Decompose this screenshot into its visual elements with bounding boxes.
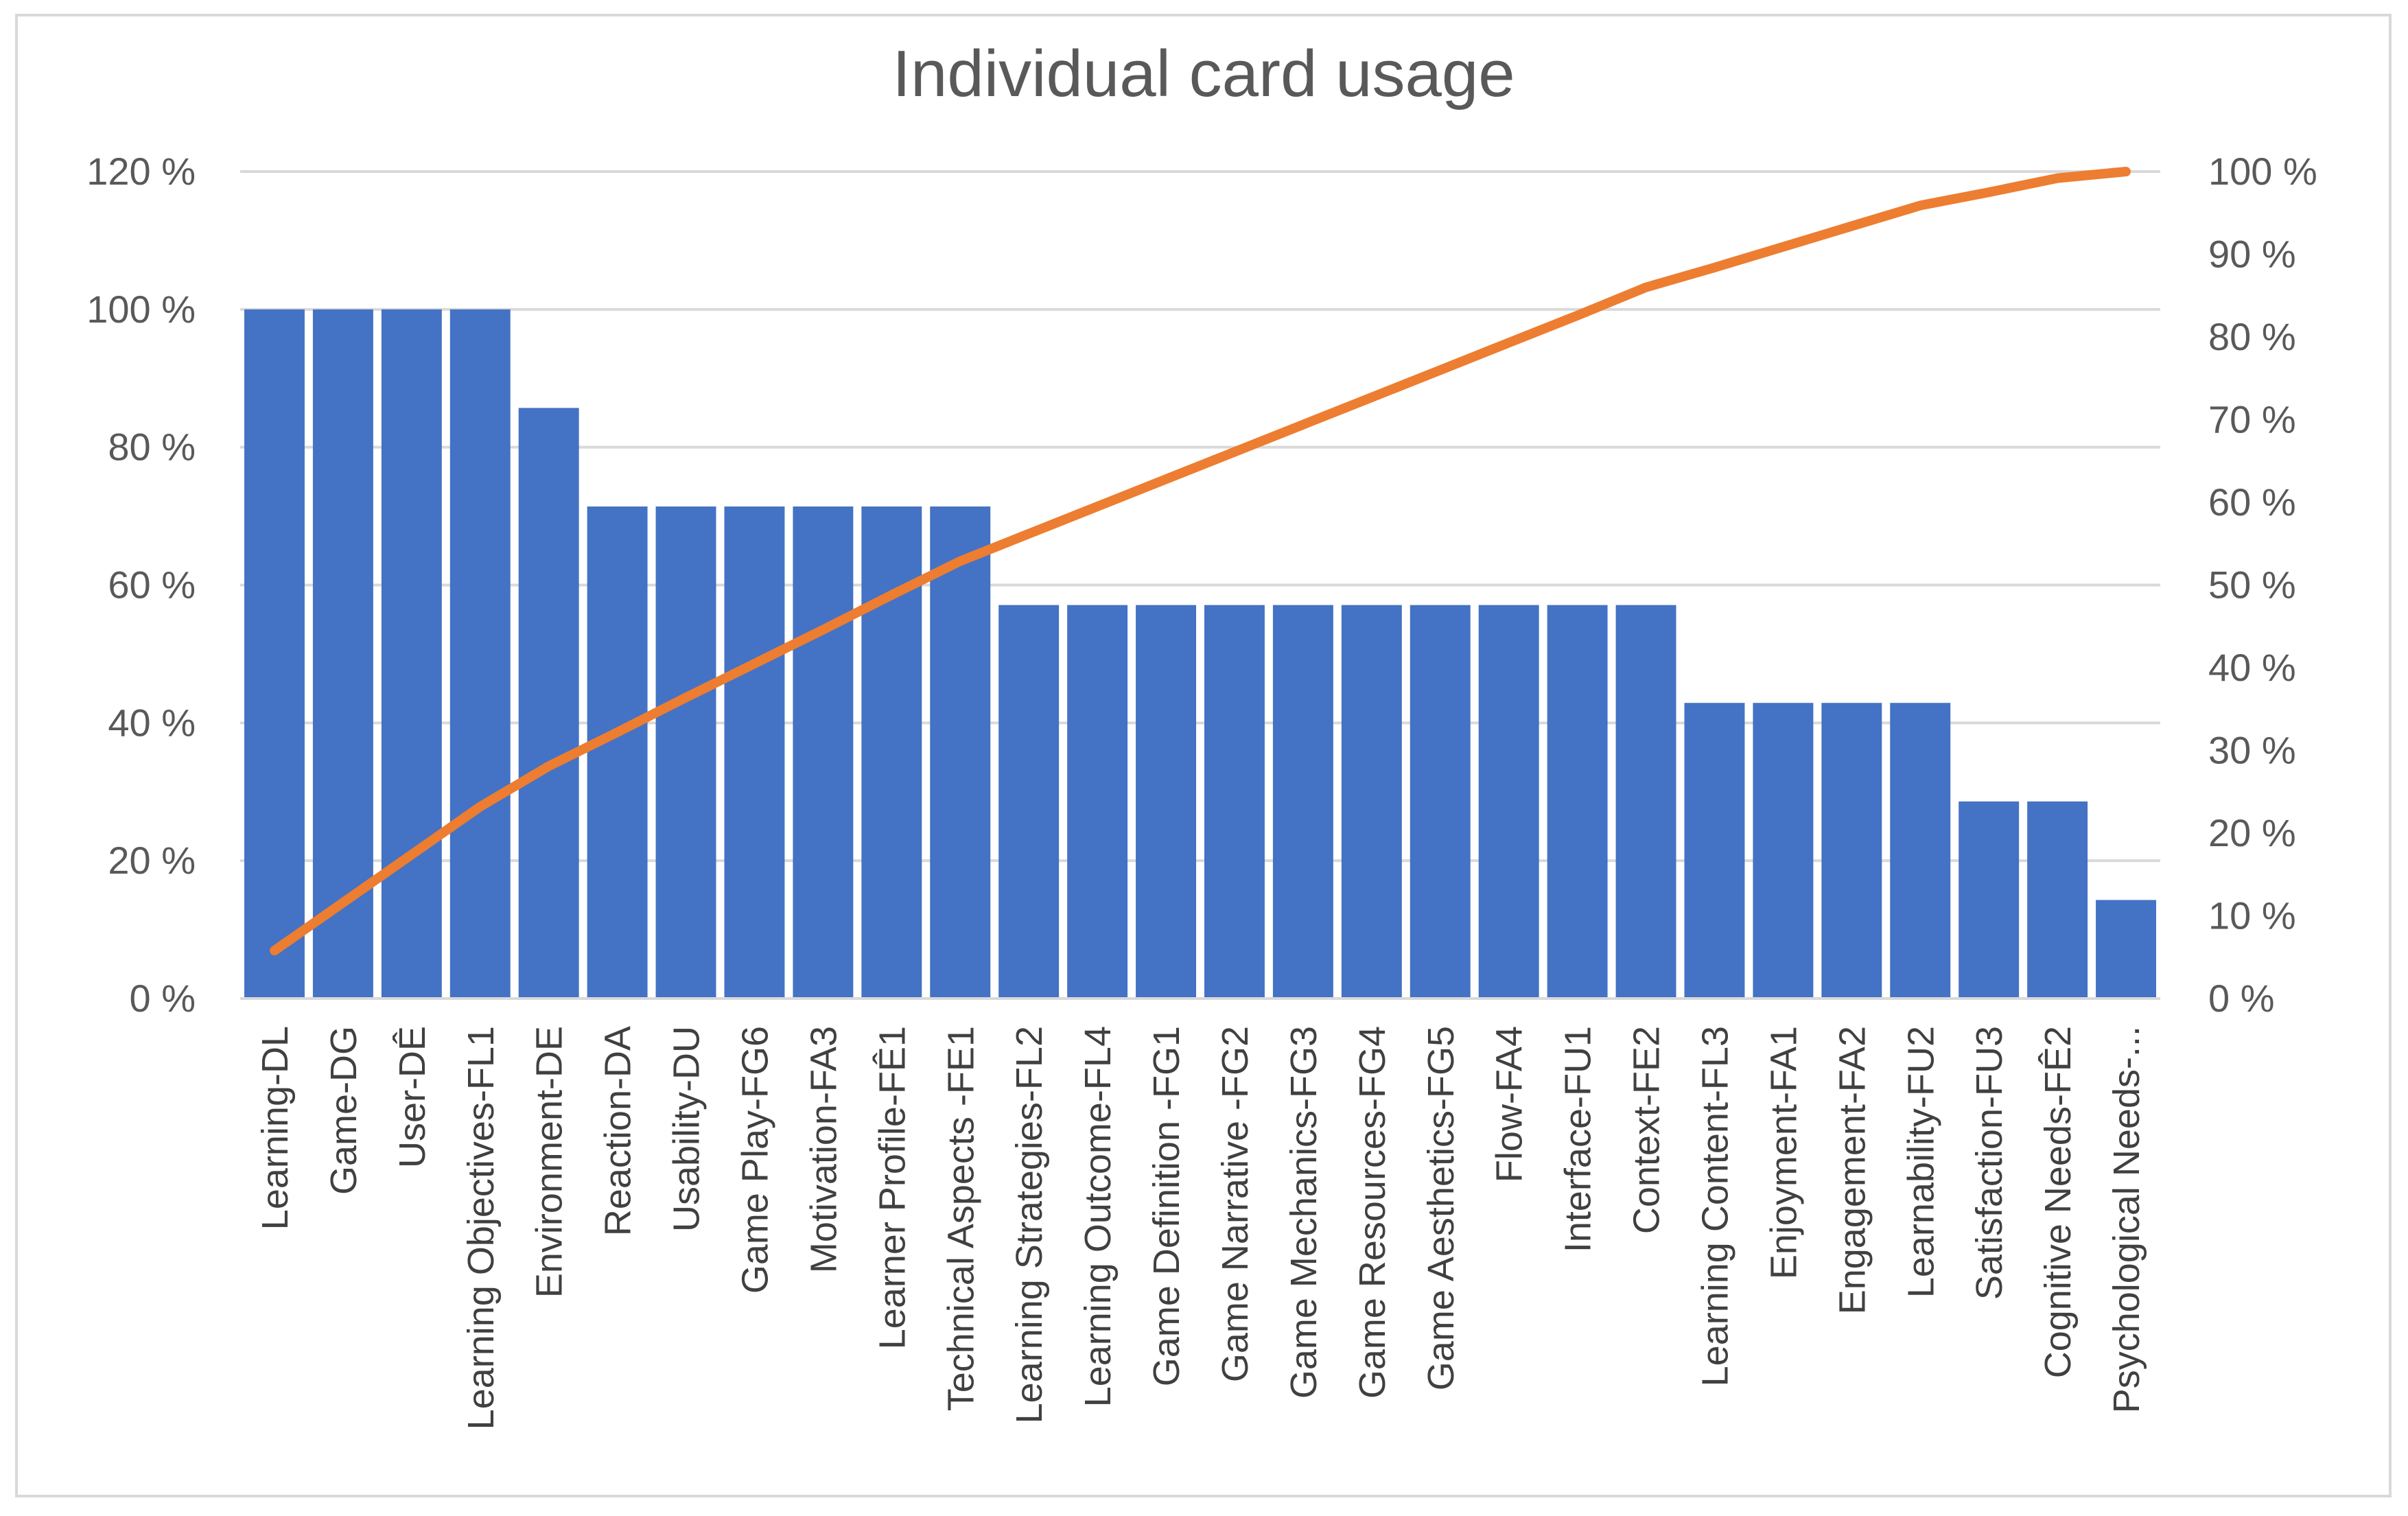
category-label: Game Definition -FG1	[1146, 1026, 1187, 1386]
bar	[930, 506, 991, 999]
right-tick-label: 30 %	[2208, 729, 2296, 772]
left-tick-label: 120 %	[86, 150, 196, 193]
left-tick-label: 20 %	[108, 839, 196, 882]
category-label: Game Aesthetics-FG5	[1421, 1026, 1462, 1390]
category-label: Learning Outcome-FL4	[1077, 1026, 1119, 1407]
right-tick-label: 40 %	[2208, 646, 2296, 689]
right-axis-ticks: 0 % 10 % 20 % 30 % 40 % 50 % 60 % 70 % 80 % 90 % 1…	[2208, 150, 2317, 1020]
category-label: Learner Profile-FÊ1	[872, 1026, 913, 1349]
bar	[1410, 605, 1471, 999]
category-label: Cognitive Needs-FÊ2	[2037, 1026, 2079, 1378]
category-label: Learning Strategies-FL2	[1009, 1026, 1050, 1423]
category-label: Learnability-FU2	[1900, 1026, 1941, 1298]
right-tick-label: 90 %	[2208, 233, 2296, 276]
category-label: Usability-DU	[666, 1026, 708, 1232]
bar	[1753, 703, 1814, 999]
bar	[1341, 605, 1402, 999]
right-tick-label: 20 %	[2208, 811, 2296, 854]
bar	[724, 506, 785, 999]
category-label: Game Narrative -FG2	[1215, 1026, 1256, 1382]
category-label: Technical Aspects -FE1	[940, 1026, 981, 1411]
cumulative-line-series	[270, 167, 2131, 956]
bar	[381, 309, 442, 999]
chart-title: Individual card usage	[892, 37, 1515, 110]
left-tick-label: 60 %	[108, 563, 196, 607]
category-label: Game-DG	[323, 1026, 364, 1195]
bar	[2096, 900, 2157, 999]
bar	[793, 506, 854, 999]
right-tick-label: 80 %	[2208, 315, 2296, 358]
bar	[1067, 605, 1128, 999]
category-label: User-DÊ	[392, 1026, 433, 1168]
category-label: Learning Content-FL3	[1694, 1026, 1735, 1386]
right-tick-label: 50 %	[2208, 563, 2296, 607]
bar	[1204, 605, 1265, 999]
bar	[1136, 605, 1197, 999]
bar	[1684, 703, 1745, 999]
bar	[1615, 605, 1676, 999]
category-label: Enjoyment-FA1	[1763, 1026, 1804, 1279]
right-tick-label: 10 %	[2208, 894, 2296, 937]
category-label: Game Mechanics-FG3	[1283, 1026, 1324, 1399]
left-tick-label: 0 %	[130, 977, 196, 1020]
bar	[655, 506, 716, 999]
category-label: Reaction-DA	[598, 1026, 639, 1236]
right-tick-label: 0 %	[2208, 977, 2275, 1020]
category-label: Motivation-FA3	[803, 1026, 844, 1273]
category-label: Psychological Needs-...	[2106, 1026, 2147, 1413]
bar	[1890, 703, 1951, 999]
left-tick-label: 40 %	[108, 701, 196, 744]
bar	[998, 605, 1060, 999]
bar	[1478, 605, 1539, 999]
bar	[1547, 605, 1608, 999]
right-tick-label: 70 %	[2208, 398, 2296, 441]
bar	[1959, 801, 2020, 999]
right-tick-label: 100 %	[2208, 150, 2317, 193]
bar	[312, 309, 373, 999]
left-axis-ticks: 0 % 20 % 40 % 60 % 80 % 100 % 120 %	[86, 150, 196, 1020]
category-label: Engagement-FA2	[1832, 1026, 1873, 1314]
bar	[587, 506, 648, 999]
category-label: Environment-DE	[529, 1026, 570, 1298]
category-label: Game Play-FG6	[734, 1026, 775, 1294]
bar-series	[244, 309, 2157, 999]
category-labels: Learning-DL Game-DG User-DÊ Learning Object…	[255, 1026, 2147, 1430]
category-label: Learning Objectives-FL1	[460, 1026, 502, 1430]
right-tick-label: 60 %	[2208, 480, 2296, 524]
category-label: Satisfaction-FU3	[1969, 1026, 2010, 1300]
left-tick-label: 80 %	[108, 425, 196, 469]
bar	[518, 408, 579, 999]
left-tick-label: 100 %	[86, 288, 196, 331]
category-label: Context-FE2	[1626, 1026, 1668, 1234]
bar	[1821, 703, 1882, 999]
bar	[449, 309, 511, 999]
cumulative-line	[270, 167, 2131, 956]
category-label: Flow-FA4	[1489, 1026, 1530, 1182]
category-label: Interface-FU1	[1558, 1026, 1599, 1252]
bar	[244, 309, 305, 999]
category-label: Game Resources-FG4	[1352, 1026, 1393, 1399]
bar	[2027, 801, 2088, 999]
category-label: Learning-DL	[255, 1026, 296, 1230]
bar	[1272, 605, 1333, 999]
